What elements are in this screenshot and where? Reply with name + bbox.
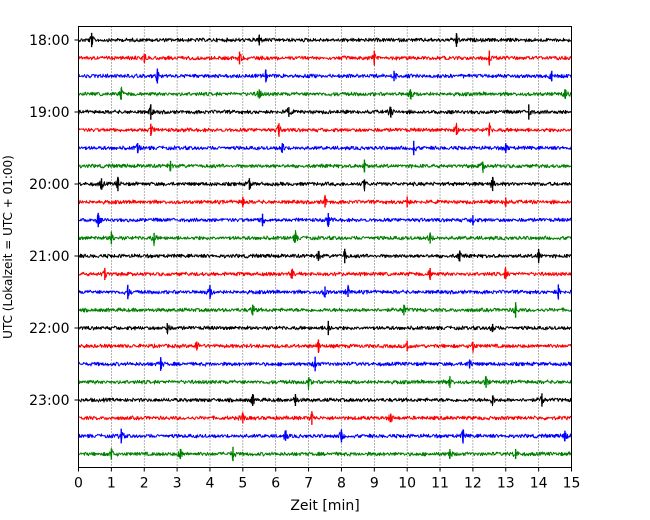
y-axis-ticks: 18:00 19:00 20:00 21:00 22:00 23:00 <box>29 33 79 409</box>
trace-1930 <box>78 143 572 154</box>
trace-2000 <box>78 177 572 192</box>
x-tick-label: 1 <box>107 476 116 492</box>
trace-2100 <box>78 250 572 262</box>
trace-2015 <box>78 194 572 207</box>
trace-2030 <box>78 214 572 226</box>
trace-2115 <box>78 267 572 279</box>
x-tick-label: 15 <box>563 476 581 492</box>
x-tick-label: 2 <box>140 476 149 492</box>
trace-1800 <box>78 33 572 45</box>
x-tick-label: 14 <box>530 476 548 492</box>
trace-2245 <box>78 376 572 390</box>
y-tick-label: 21:00 <box>29 249 69 265</box>
x-tick-label: 5 <box>238 476 247 492</box>
seismic-traces <box>78 32 572 462</box>
trace-2200 <box>78 324 572 335</box>
x-tick-label: 8 <box>337 476 346 492</box>
trace-2215 <box>78 341 572 354</box>
trace-2330 <box>78 429 572 444</box>
plot-frame <box>78 26 572 468</box>
x-axis-ticks: 0 1 2 3 4 5 6 7 8 9 10 11 12 13 14 15 <box>74 467 581 492</box>
y-tick-label: 18:00 <box>29 33 69 49</box>
trace-2145 <box>78 304 572 315</box>
x-tick-label: 0 <box>74 476 83 492</box>
x-axis-label: Zeit [min] <box>290 498 359 514</box>
y-tick-label: 20:00 <box>29 177 69 193</box>
x-tick-label: 12 <box>464 476 482 492</box>
x-tick-label: 11 <box>431 476 449 492</box>
trace-2045 <box>78 230 572 247</box>
x-tick-label: 4 <box>206 476 215 492</box>
trace-2315 <box>78 412 572 423</box>
x-tick-label: 3 <box>173 476 182 492</box>
y-tick-label: 23:00 <box>29 393 69 409</box>
trace-1830 <box>78 69 572 82</box>
x-tick-label: 13 <box>497 476 515 492</box>
x-tick-label: 7 <box>304 476 313 492</box>
x-tick-label: 6 <box>271 476 280 492</box>
trace-1945 <box>78 162 572 174</box>
trace-1845 <box>78 86 572 100</box>
trace-2300 <box>78 394 572 407</box>
y-tick-label: 19:00 <box>29 105 69 121</box>
x-tick-label: 9 <box>370 476 379 492</box>
y-tick-label: 22:00 <box>29 321 69 337</box>
trace-2345 <box>78 449 572 460</box>
trace-1900 <box>78 104 572 118</box>
y-axis-label: UTC (Lokalzeit = UTC + 01:00) <box>1 155 15 339</box>
x-tick-label: 10 <box>398 476 416 492</box>
